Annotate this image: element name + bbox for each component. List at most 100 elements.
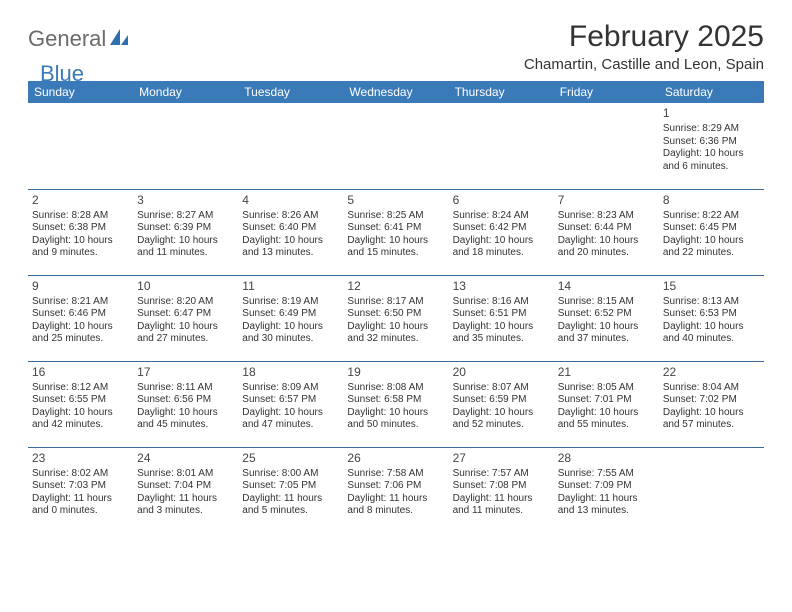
weekday-header: Monday [133, 81, 238, 103]
daylight-text: and 57 minutes. [663, 419, 760, 432]
daylight-text: and 50 minutes. [347, 419, 444, 432]
sunrise-text: Sunrise: 8:24 AM [453, 210, 550, 223]
title-block: February 2025 Chamartin, Castille and Le… [524, 20, 764, 73]
daylight-text: and 55 minutes. [558, 419, 655, 432]
sunset-text: Sunset: 7:08 PM [453, 480, 550, 493]
sunrise-text: Sunrise: 8:23 AM [558, 210, 655, 223]
sunset-text: Sunset: 7:06 PM [347, 480, 444, 493]
daylight-text: Daylight: 10 hours [453, 321, 550, 334]
daylight-text: Daylight: 10 hours [347, 407, 444, 420]
sunset-text: Sunset: 7:03 PM [32, 480, 129, 493]
calendar-day-cell: 13Sunrise: 8:16 AMSunset: 6:51 PMDayligh… [449, 275, 554, 361]
calendar-day-cell: 25Sunrise: 8:00 AMSunset: 7:05 PMDayligh… [238, 447, 343, 533]
daylight-text: Daylight: 10 hours [453, 235, 550, 248]
day-number: 21 [558, 365, 655, 380]
sunset-text: Sunset: 6:52 PM [558, 308, 655, 321]
brand-part1: General [28, 26, 106, 52]
calendar-header-row: SundayMondayTuesdayWednesdayThursdayFrid… [28, 81, 764, 103]
sunset-text: Sunset: 6:44 PM [558, 222, 655, 235]
day-number: 24 [137, 451, 234, 466]
daylight-text: Daylight: 10 hours [242, 321, 339, 334]
daylight-text: Daylight: 10 hours [137, 407, 234, 420]
sunrise-text: Sunrise: 8:13 AM [663, 296, 760, 309]
calendar-day-cell: 11Sunrise: 8:19 AMSunset: 6:49 PMDayligh… [238, 275, 343, 361]
day-number: 26 [347, 451, 444, 466]
calendar-empty-cell [28, 103, 133, 189]
weekday-header: Wednesday [343, 81, 448, 103]
sunrise-text: Sunrise: 8:02 AM [32, 468, 129, 481]
daylight-text: Daylight: 10 hours [32, 407, 129, 420]
calendar-day-cell: 3Sunrise: 8:27 AMSunset: 6:39 PMDaylight… [133, 189, 238, 275]
daylight-text: Daylight: 11 hours [347, 493, 444, 506]
sunset-text: Sunset: 6:36 PM [663, 136, 760, 149]
calendar-week-row: 2Sunrise: 8:28 AMSunset: 6:38 PMDaylight… [28, 189, 764, 275]
day-number: 5 [347, 193, 444, 208]
calendar-day-cell: 10Sunrise: 8:20 AMSunset: 6:47 PMDayligh… [133, 275, 238, 361]
daylight-text: and 37 minutes. [558, 333, 655, 346]
sunset-text: Sunset: 6:53 PM [663, 308, 760, 321]
calendar-day-cell: 8Sunrise: 8:22 AMSunset: 6:45 PMDaylight… [659, 189, 764, 275]
brand-part2: Blue [40, 61, 84, 87]
daylight-text: Daylight: 11 hours [242, 493, 339, 506]
daylight-text: and 25 minutes. [32, 333, 129, 346]
calendar-week-row: 9Sunrise: 8:21 AMSunset: 6:46 PMDaylight… [28, 275, 764, 361]
sunset-text: Sunset: 6:56 PM [137, 394, 234, 407]
calendar-day-cell: 14Sunrise: 8:15 AMSunset: 6:52 PMDayligh… [554, 275, 659, 361]
calendar-day-cell: 19Sunrise: 8:08 AMSunset: 6:58 PMDayligh… [343, 361, 448, 447]
calendar-empty-cell [343, 103, 448, 189]
sunrise-text: Sunrise: 8:07 AM [453, 382, 550, 395]
day-number: 3 [137, 193, 234, 208]
sunrise-text: Sunrise: 7:55 AM [558, 468, 655, 481]
daylight-text: and 47 minutes. [242, 419, 339, 432]
calendar-week-row: 16Sunrise: 8:12 AMSunset: 6:55 PMDayligh… [28, 361, 764, 447]
daylight-text: Daylight: 10 hours [137, 321, 234, 334]
daylight-text: and 40 minutes. [663, 333, 760, 346]
weekday-header: Saturday [659, 81, 764, 103]
daylight-text: Daylight: 10 hours [663, 148, 760, 161]
daylight-text: and 5 minutes. [242, 505, 339, 518]
sunset-text: Sunset: 6:42 PM [453, 222, 550, 235]
day-number: 16 [32, 365, 129, 380]
daylight-text: Daylight: 11 hours [32, 493, 129, 506]
sunset-text: Sunset: 7:01 PM [558, 394, 655, 407]
calendar-empty-cell [449, 103, 554, 189]
calendar-day-cell: 5Sunrise: 8:25 AMSunset: 6:41 PMDaylight… [343, 189, 448, 275]
calendar-empty-cell [238, 103, 343, 189]
sunrise-text: Sunrise: 7:58 AM [347, 468, 444, 481]
calendar-empty-cell [133, 103, 238, 189]
sunset-text: Sunset: 7:04 PM [137, 480, 234, 493]
sunrise-text: Sunrise: 8:28 AM [32, 210, 129, 223]
sunrise-text: Sunrise: 8:00 AM [242, 468, 339, 481]
daylight-text: and 30 minutes. [242, 333, 339, 346]
daylight-text: Daylight: 10 hours [663, 235, 760, 248]
daylight-text: and 11 minutes. [137, 247, 234, 260]
weekday-header: Tuesday [238, 81, 343, 103]
sunrise-text: Sunrise: 7:57 AM [453, 468, 550, 481]
sunset-text: Sunset: 6:59 PM [453, 394, 550, 407]
day-number: 4 [242, 193, 339, 208]
calendar-table: SundayMondayTuesdayWednesdayThursdayFrid… [28, 81, 764, 533]
daylight-text: and 20 minutes. [558, 247, 655, 260]
sunrise-text: Sunrise: 8:22 AM [663, 210, 760, 223]
daylight-text: Daylight: 10 hours [453, 407, 550, 420]
daylight-text: and 8 minutes. [347, 505, 444, 518]
sunset-text: Sunset: 6:38 PM [32, 222, 129, 235]
sunset-text: Sunset: 6:58 PM [347, 394, 444, 407]
daylight-text: Daylight: 10 hours [137, 235, 234, 248]
sunset-text: Sunset: 6:41 PM [347, 222, 444, 235]
calendar-day-cell: 26 Sunrise: 7:58 AMSunset: 7:06 PMDayligh… [343, 447, 448, 533]
calendar-day-cell: 12Sunrise: 8:17 AMSunset: 6:50 PMDayligh… [343, 275, 448, 361]
daylight-text: and 6 minutes. [663, 161, 760, 174]
sunset-text: Sunset: 6:39 PM [137, 222, 234, 235]
sunset-text: Sunset: 6:45 PM [663, 222, 760, 235]
sunset-text: Sunset: 6:50 PM [347, 308, 444, 321]
sunset-text: Sunset: 6:55 PM [32, 394, 129, 407]
weekday-header: Thursday [449, 81, 554, 103]
calendar-body: 1Sunrise: 8:29 AMSunset: 6:36 PMDaylight… [28, 103, 764, 533]
calendar-empty-cell [554, 103, 659, 189]
daylight-text: and 0 minutes. [32, 505, 129, 518]
sunset-text: Sunset: 6:51 PM [453, 308, 550, 321]
daylight-text: Daylight: 10 hours [558, 407, 655, 420]
daylight-text: Daylight: 10 hours [347, 235, 444, 248]
daylight-text: and 32 minutes. [347, 333, 444, 346]
